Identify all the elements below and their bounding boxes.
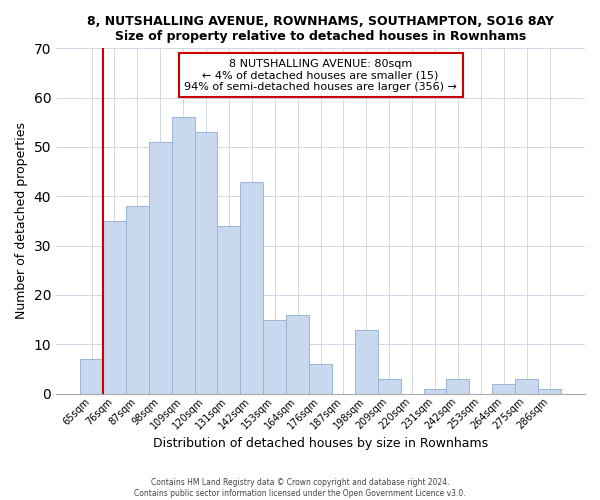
- Bar: [263, 320, 286, 394]
- Bar: [103, 221, 126, 394]
- Bar: [492, 384, 515, 394]
- Bar: [424, 388, 446, 394]
- Title: 8, NUTSHALLING AVENUE, ROWNHAMS, SOUTHAMPTON, SO16 8AY
Size of property relative: 8, NUTSHALLING AVENUE, ROWNHAMS, SOUTHAM…: [87, 15, 554, 43]
- Bar: [194, 132, 217, 394]
- Bar: [126, 206, 149, 394]
- Bar: [241, 182, 263, 394]
- Bar: [378, 379, 401, 394]
- Bar: [286, 314, 309, 394]
- Y-axis label: Number of detached properties: Number of detached properties: [15, 122, 28, 320]
- Bar: [309, 364, 332, 394]
- Bar: [80, 359, 103, 394]
- Bar: [538, 388, 561, 394]
- Text: Contains HM Land Registry data © Crown copyright and database right 2024.
Contai: Contains HM Land Registry data © Crown c…: [134, 478, 466, 498]
- Bar: [446, 379, 469, 394]
- Bar: [172, 118, 194, 394]
- Bar: [515, 379, 538, 394]
- Bar: [217, 226, 241, 394]
- Text: 8 NUTSHALLING AVENUE: 80sqm
← 4% of detached houses are smaller (15)
94% of semi: 8 NUTSHALLING AVENUE: 80sqm ← 4% of deta…: [184, 58, 457, 92]
- Bar: [355, 330, 378, 394]
- Bar: [149, 142, 172, 394]
- X-axis label: Distribution of detached houses by size in Rownhams: Distribution of detached houses by size …: [153, 437, 488, 450]
